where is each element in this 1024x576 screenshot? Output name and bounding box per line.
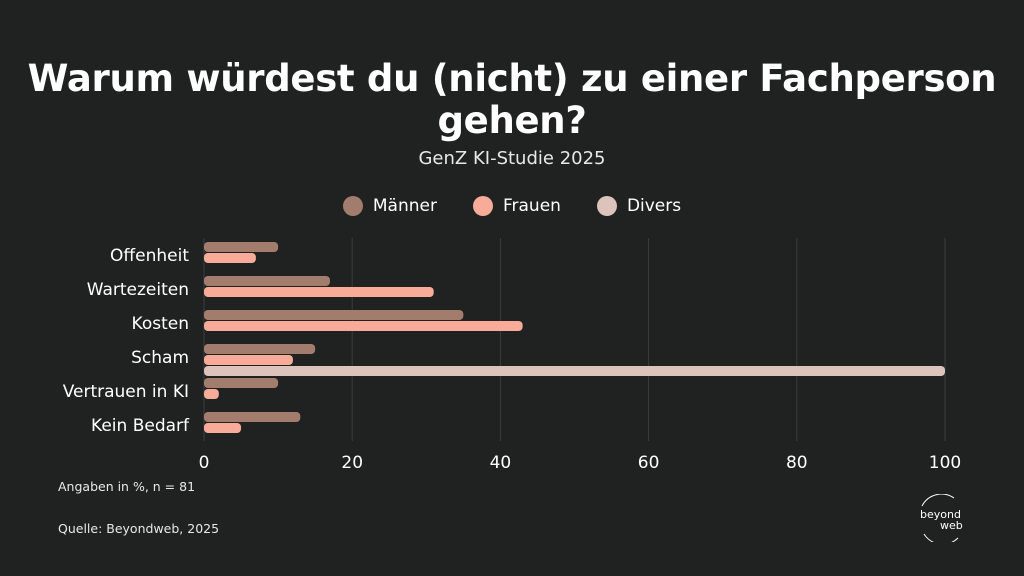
category-label: Vertrauen in KI [63,382,189,402]
bar-männer-5 [204,412,301,422]
bar-frauen-4 [204,389,219,399]
chart-legend: Männer Frauen Divers [0,196,1024,216]
bar-männer-3 [204,344,316,354]
logo-text-beyond: beyond [920,508,961,521]
category-label: Offenheit [110,246,189,266]
legend-label-maenner: Männer [372,196,437,216]
logo-text-web: web [940,519,963,532]
category-label: Kein Bedarf [91,416,190,436]
bar-frauen-5 [204,423,242,433]
beyondweb-logo: beyond web [920,494,963,542]
bar-frauen-0 [204,253,256,263]
bar-männer-2 [204,310,464,320]
bar-männer-1 [204,276,330,286]
x-tick-label: 60 [638,453,660,473]
bar-frauen-3 [204,355,293,365]
legend-item-maenner: Männer [342,196,437,216]
legend-swatch-frauen [472,196,493,216]
bar-männer-0 [204,242,279,252]
legend-swatch-divers [596,196,617,216]
legend-item-divers: Divers [596,196,682,216]
legend-item-frauen: Frauen [472,196,561,216]
legend-swatch-maenner [342,196,363,216]
data-note: Angaben in %, n = 81 [58,479,196,494]
x-tick-label: 80 [786,453,808,473]
bar-männer-4 [204,378,279,388]
chart-title: Warum würdest du (nicht) zu einer Fachpe… [27,57,997,142]
chart-subtitle: GenZ KI-Studie 2025 [418,148,606,169]
logo-arc-bottom [923,533,959,542]
category-label: Scham [131,348,189,368]
bar-frauen-1 [204,287,434,297]
bar-divers-3 [204,366,945,376]
x-tick-label: 40 [490,453,512,473]
legend-label-frauen: Frauen [502,196,561,216]
logo-arc-top [921,494,955,507]
legend-label-divers: Divers [626,196,682,216]
x-tick-label: 100 [929,453,961,473]
category-label: Wartezeiten [87,280,189,300]
bar-frauen-2 [204,321,523,331]
x-tick-label: 20 [341,453,363,473]
x-tick-label: 0 [199,453,210,473]
category-label: Kosten [132,314,189,334]
source-note: Quelle: Beyondweb, 2025 [58,521,220,536]
